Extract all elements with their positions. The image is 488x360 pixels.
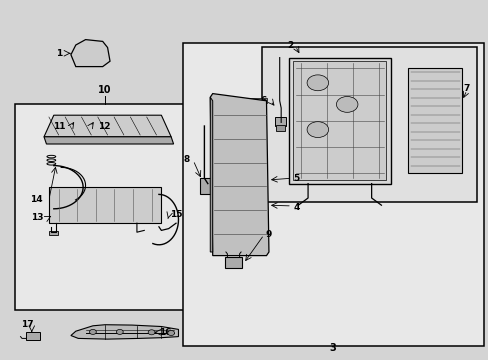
Circle shape <box>306 122 328 138</box>
Polygon shape <box>71 40 110 67</box>
Text: 10: 10 <box>98 85 112 95</box>
Text: 13: 13 <box>30 213 43 222</box>
Text: 7: 7 <box>462 84 468 93</box>
Bar <box>183 43 483 346</box>
Text: 6: 6 <box>260 96 266 105</box>
Bar <box>293 61 386 180</box>
Circle shape <box>89 329 96 334</box>
Bar <box>49 187 161 223</box>
Bar <box>227 99 236 102</box>
Text: 2: 2 <box>286 41 293 50</box>
Polygon shape <box>44 115 171 137</box>
Text: 1: 1 <box>56 49 62 58</box>
Text: 15: 15 <box>169 210 182 219</box>
Polygon shape <box>210 94 268 256</box>
Bar <box>276 125 285 131</box>
Text: 9: 9 <box>265 230 271 239</box>
Text: 4: 4 <box>293 202 299 212</box>
Polygon shape <box>71 325 178 339</box>
Polygon shape <box>210 97 212 252</box>
Bar <box>224 257 242 268</box>
Text: 14: 14 <box>30 195 43 204</box>
Bar <box>261 47 476 202</box>
Text: 8: 8 <box>183 155 189 163</box>
Circle shape <box>306 75 328 91</box>
Text: 5: 5 <box>293 174 299 183</box>
Circle shape <box>148 330 155 335</box>
Bar <box>26 332 40 340</box>
Bar <box>275 117 285 126</box>
Text: 3: 3 <box>328 343 335 354</box>
Bar <box>288 58 390 184</box>
Circle shape <box>336 96 357 112</box>
Bar <box>15 104 195 310</box>
Bar <box>213 98 266 103</box>
Text: 17: 17 <box>20 320 33 329</box>
Bar <box>407 68 461 173</box>
Circle shape <box>167 330 174 336</box>
Text: 16: 16 <box>159 328 171 337</box>
Bar <box>49 231 58 235</box>
Bar <box>244 99 253 102</box>
Text: 12: 12 <box>98 122 110 131</box>
Circle shape <box>116 329 123 334</box>
Bar <box>200 178 214 194</box>
Text: 11: 11 <box>52 122 65 131</box>
Polygon shape <box>44 137 173 144</box>
